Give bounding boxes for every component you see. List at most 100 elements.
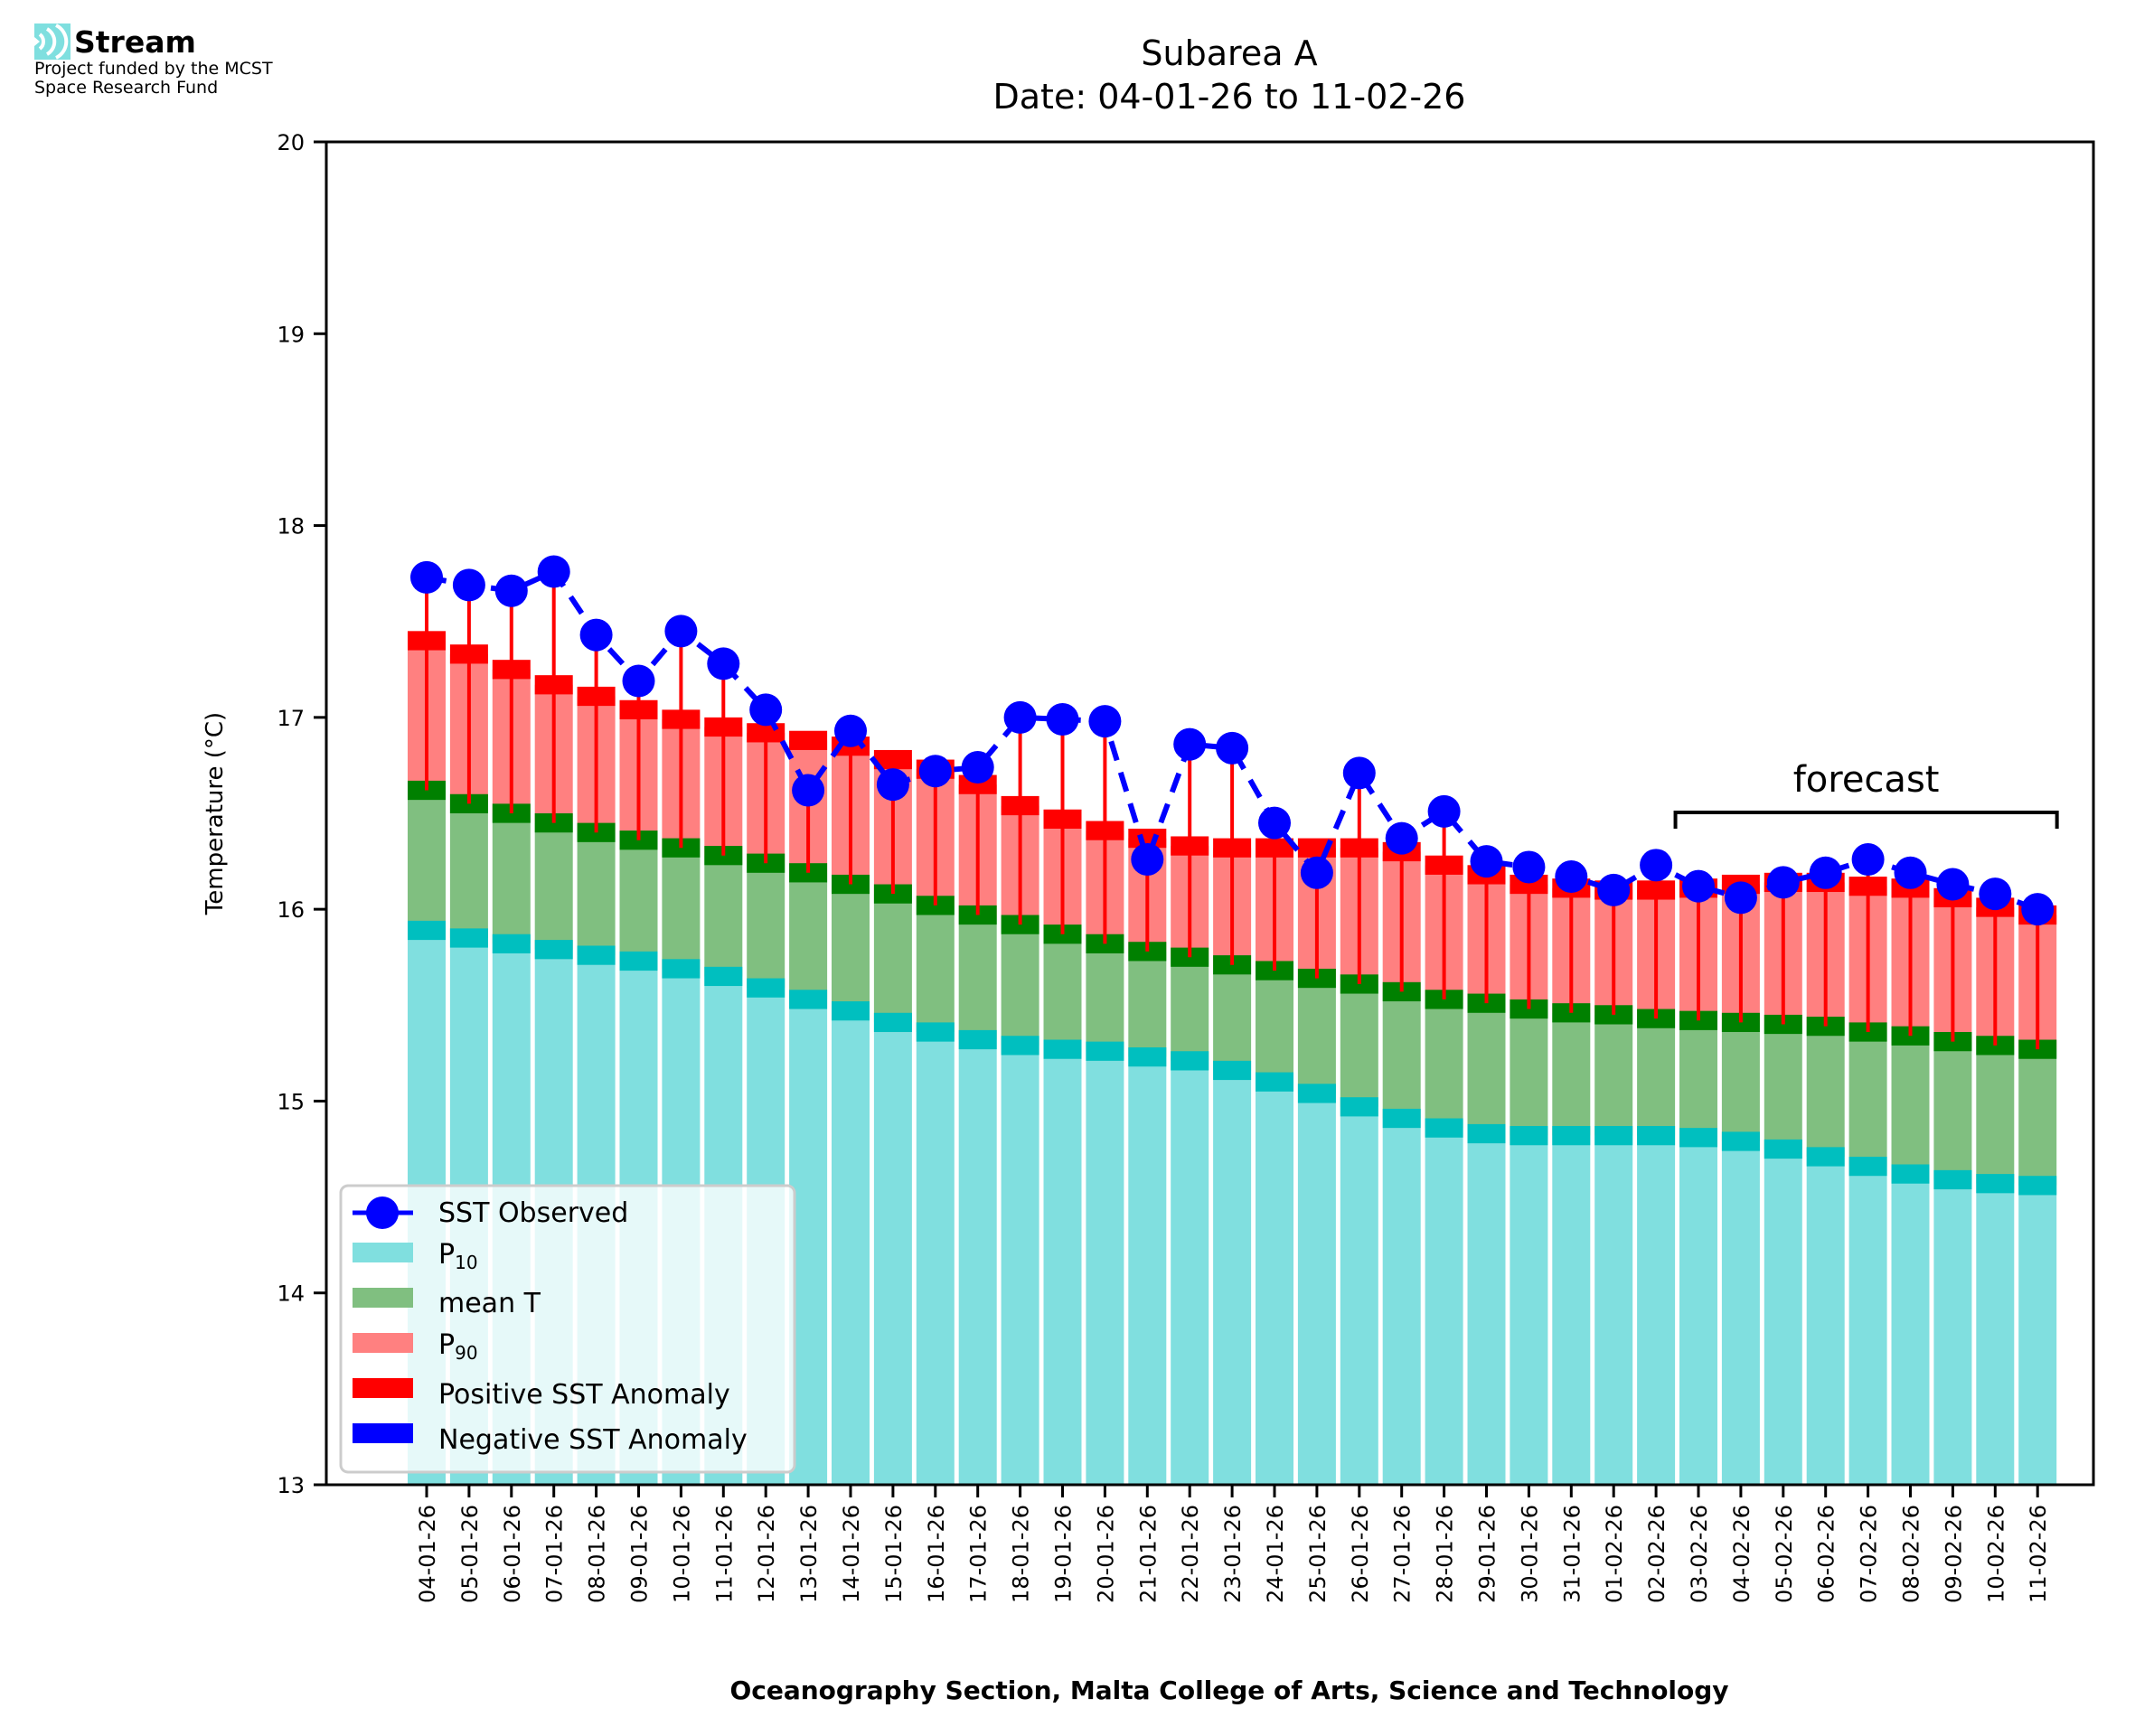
p10-marker <box>1933 1169 1972 1190</box>
bar-mean <box>2018 1049 2057 1186</box>
chart-subtitle: Date: 04-01-26 to 11-02-26 <box>993 77 1466 117</box>
p10-marker <box>1721 1131 1760 1151</box>
legend-label-negative: Negative SST Anomaly <box>438 1424 748 1456</box>
stream-waves-icon <box>34 23 71 60</box>
sst-point <box>1385 821 1418 855</box>
bar-mean <box>1806 1026 1845 1157</box>
p10-marker <box>1128 1046 1167 1067</box>
x-tick-label: 04-02-26 <box>1729 1505 1754 1603</box>
p10-marker <box>1510 1126 1548 1146</box>
sst-point <box>1258 806 1291 840</box>
legend-swatch-p90 <box>353 1333 413 1353</box>
legend-item-mean: mean T <box>353 1288 541 1319</box>
bar-mean <box>619 840 658 962</box>
bar-p10 <box>873 1022 912 1485</box>
x-tick-label: 09-02-26 <box>1941 1505 1966 1603</box>
bar-mean <box>1976 1045 2015 1184</box>
forecast-bracket <box>1673 811 2059 829</box>
p10-marker <box>1086 1041 1124 1061</box>
sst-point <box>792 774 825 807</box>
x-tick-label: 01-02-26 <box>1602 1505 1627 1603</box>
sst-point <box>1936 868 1970 901</box>
sst-point <box>579 618 613 652</box>
p10-marker <box>1552 1126 1591 1146</box>
x-tick-label: 12-01-26 <box>754 1505 779 1603</box>
p10-marker <box>492 934 531 953</box>
sst-point <box>1300 856 1333 889</box>
x-tick-label: 15-01-26 <box>881 1505 907 1603</box>
x-tick-label: 03-02-26 <box>1687 1505 1712 1603</box>
bar-mean <box>1086 943 1124 1052</box>
x-tick-label: 17-01-26 <box>966 1505 992 1603</box>
bar-p10 <box>916 1032 955 1485</box>
sst-point <box>1724 881 1757 915</box>
sst-point <box>1979 877 2012 911</box>
bar-p10 <box>1043 1049 1082 1485</box>
forecast-label: forecast <box>1793 759 1940 801</box>
bar-mean <box>1764 1024 1802 1150</box>
legend-label-mean: mean T <box>438 1288 541 1319</box>
bar-mean <box>832 884 870 1011</box>
sst-point <box>1809 856 1842 889</box>
sst-point <box>1851 842 1885 876</box>
x-tick-label: 26-01-26 <box>1348 1505 1373 1603</box>
y-tick-label: 17 <box>277 706 305 731</box>
x-tick-label: 07-01-26 <box>542 1505 568 1603</box>
sst-point <box>1003 700 1037 734</box>
y-tick-label: 14 <box>277 1281 305 1307</box>
bar-mean <box>958 915 997 1040</box>
p10-marker <box>1043 1039 1082 1059</box>
mean-marker <box>873 884 912 904</box>
x-tick-label: 30-01-26 <box>1517 1505 1542 1603</box>
bar-p10 <box>1340 1106 1378 1485</box>
p10-marker <box>1764 1139 1802 1159</box>
logo-brand: Stream <box>74 23 196 60</box>
p10-marker <box>1679 1128 1717 1148</box>
bar-mean <box>916 905 955 1033</box>
p10-marker <box>1806 1147 1845 1167</box>
bar-p10 <box>1976 1183 2015 1485</box>
bar-p10 <box>1891 1174 1930 1485</box>
x-tick-label: 23-01-26 <box>1220 1505 1246 1603</box>
x-tick-label: 31-01-26 <box>1559 1505 1585 1603</box>
x-tick-label: 06-01-26 <box>500 1505 525 1603</box>
bar-p10 <box>832 1010 870 1485</box>
p10-marker <box>662 959 701 979</box>
bar-mean <box>534 822 573 950</box>
bar-p10 <box>958 1039 997 1485</box>
bar-mean <box>1382 991 1421 1119</box>
bar-mean <box>1467 1003 1506 1134</box>
bar-p10 <box>1382 1118 1421 1485</box>
x-tick-label: 05-01-26 <box>457 1505 483 1603</box>
bar-mean <box>1594 1014 1633 1136</box>
p10-marker <box>1637 1126 1676 1146</box>
p10-marker <box>1425 1118 1463 1138</box>
x-tick-label: 16-01-26 <box>924 1505 949 1603</box>
plot-frame <box>325 140 2095 1487</box>
p10-marker <box>916 1022 955 1042</box>
y-tick-label: 19 <box>277 322 305 347</box>
p10-marker <box>1001 1036 1039 1056</box>
sst-point <box>1470 845 1503 878</box>
p10-marker <box>408 920 446 941</box>
sst-point <box>707 647 740 680</box>
y-tick-label: 15 <box>277 1089 305 1114</box>
x-tick-label: 13-01-26 <box>796 1505 822 1603</box>
x-tick-label: 04-01-26 <box>415 1505 440 1603</box>
legend-swatch-p10 <box>353 1243 413 1262</box>
sst-point <box>622 664 655 698</box>
p10-marker <box>1467 1123 1506 1144</box>
x-tick-label: 24-01-26 <box>1263 1505 1288 1603</box>
bar-p10 <box>1552 1135 1591 1485</box>
p10-marker <box>958 1029 997 1050</box>
p10-marker <box>747 978 785 998</box>
bar-mean <box>1213 964 1252 1071</box>
x-tick-label: 10-02-26 <box>1983 1505 2008 1603</box>
bar-p10 <box>1171 1060 1209 1485</box>
p10-marker <box>789 990 828 1009</box>
bar-mean <box>1679 1020 1717 1138</box>
sst-point <box>452 568 485 602</box>
bar-mean <box>1171 957 1209 1061</box>
bar-p10 <box>1721 1141 1760 1485</box>
mean-marker <box>747 853 785 873</box>
